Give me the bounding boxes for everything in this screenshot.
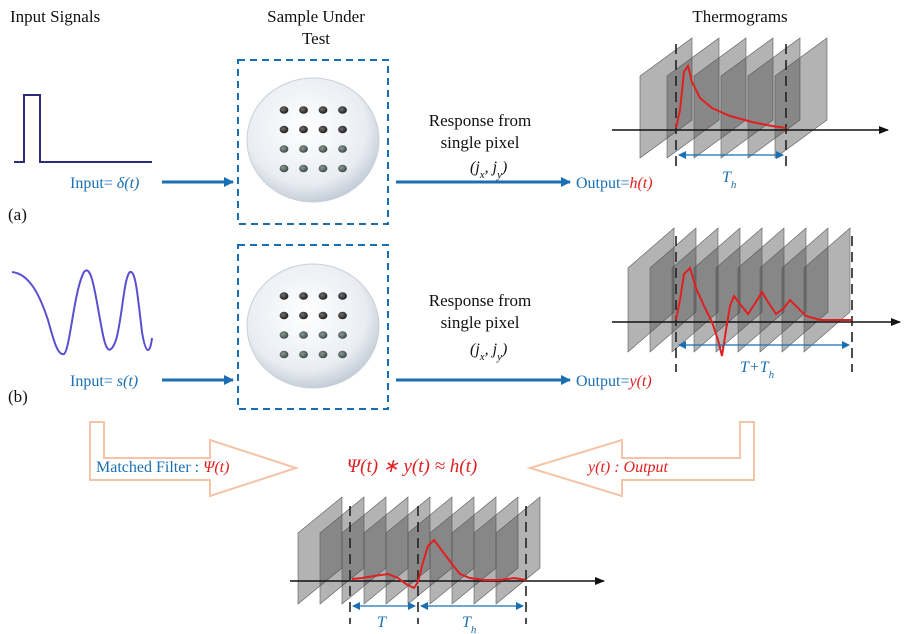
- pulse-signal: [14, 94, 152, 163]
- thermogram-frame: [627, 227, 675, 353]
- thermogram-bottom: T Th: [290, 496, 605, 634]
- response-curve-bottom: [351, 538, 527, 590]
- sample-disc-b: [246, 263, 380, 389]
- thermogram-frame: [671, 227, 719, 353]
- defect-hole: [279, 292, 289, 300]
- response-line2-b: single pixel: [441, 313, 520, 332]
- response-line2-a: single pixel: [441, 133, 520, 152]
- defect-hole: [279, 311, 289, 320]
- defect-hole: [338, 331, 347, 339]
- defect-hole: [318, 350, 328, 359]
- response-curve-a: [675, 63, 787, 129]
- row-b: Input= s(t) (b) Response from single pix…: [8, 227, 901, 410]
- defect-hole: [338, 145, 347, 153]
- window-label-a: Th: [722, 169, 737, 191]
- defect-hole: [318, 311, 328, 320]
- defect-hole: [318, 145, 328, 153]
- defect-hole: [338, 106, 347, 114]
- hollow-arrow-left: [89, 421, 300, 498]
- thermogram-frame: [759, 227, 807, 353]
- defect-hole: [299, 106, 308, 114]
- defect-hole: [338, 125, 347, 134]
- chirp-signal: [11, 269, 153, 356]
- thermogram-a: Th: [612, 37, 889, 191]
- row-a: Input= δ(t) (a) Response from single pix…: [8, 37, 889, 225]
- matched-filter-section: Matched Filter : Ψ(t) Ψ(t) ∗ y(t) ≈ h(t)…: [89, 421, 755, 634]
- hollow-arrow-right: [526, 421, 755, 498]
- defect-hole: [318, 292, 328, 300]
- thermogram-b: T+Th: [612, 227, 901, 381]
- response-line1-b: Response from: [429, 291, 531, 310]
- defect-hole: [299, 125, 308, 134]
- pixel-label-b: (jx, jy): [470, 341, 507, 363]
- defect-hole: [338, 164, 347, 173]
- defect-hole: [318, 106, 328, 114]
- label-a: (a): [8, 205, 27, 224]
- defect-hole: [299, 331, 308, 339]
- sample-disc-a: [246, 77, 380, 203]
- defect-hole: [318, 125, 328, 134]
- convolution-equation: Ψ(t) ∗ y(t) ≈ h(t): [347, 456, 477, 477]
- header-input-signals: Input Signals: [10, 7, 100, 26]
- input-label-a: Input= δ(t): [70, 175, 139, 192]
- defect-hole: [318, 164, 328, 173]
- defect-hole: [299, 350, 308, 359]
- defect-hole: [279, 164, 289, 173]
- thermogram-frame: [781, 227, 829, 353]
- defect-hole: [299, 164, 308, 173]
- defect-hole: [279, 145, 289, 153]
- label-b: (b): [8, 387, 28, 406]
- window-label-b: T+Th: [740, 359, 775, 381]
- sample-box-b: [237, 244, 389, 410]
- header-sample-line1: Sample Under: [267, 7, 365, 26]
- defect-hole: [279, 331, 289, 339]
- sample-box-a: [237, 59, 389, 225]
- defect-hole: [299, 311, 308, 320]
- output-label-a: Output=h(t): [576, 175, 653, 192]
- output-label-bottom: y(t) : Output: [586, 459, 669, 476]
- output-label-b: Output=y(t): [576, 373, 652, 390]
- defect-hole: [299, 292, 308, 300]
- thermogram-frame: [737, 227, 785, 353]
- defect-hole: [299, 145, 308, 153]
- defect-hole: [338, 311, 347, 320]
- response-curve-b: [675, 266, 852, 357]
- defect-hole: [279, 106, 289, 114]
- defect-hole: [338, 292, 347, 300]
- input-label-b: Input= s(t): [70, 373, 138, 390]
- defect-hole: [338, 350, 347, 359]
- thermogram-frame: [649, 227, 697, 353]
- defect-hole: [279, 125, 289, 134]
- defect-hole: [279, 350, 289, 359]
- defect-hole: [318, 331, 328, 339]
- window-label-bottom-1: T: [377, 614, 387, 631]
- response-line1-a: Response from: [429, 111, 531, 130]
- matched-filter-label: Matched Filter : Ψ(t): [96, 459, 229, 476]
- pixel-label-a: (jx, jy): [470, 159, 507, 181]
- window-label-bottom-2: Th: [462, 614, 477, 634]
- header-thermograms: Thermograms: [692, 7, 787, 26]
- header-sample-line2: Test: [302, 29, 330, 48]
